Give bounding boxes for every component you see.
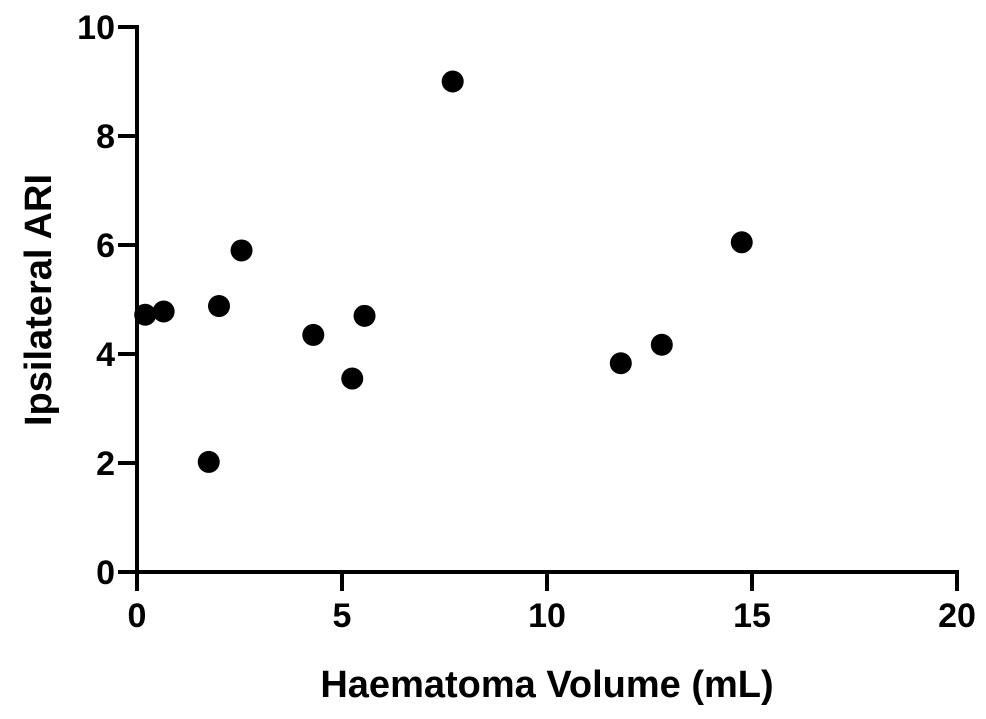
data-point xyxy=(341,367,364,390)
y-tick-label: 2 xyxy=(96,445,115,483)
data-point xyxy=(650,333,673,356)
y-tick-label: 4 xyxy=(96,336,115,374)
axes: 0 5 10 15 20 0 2 4 6 8 10 xyxy=(77,9,976,635)
data-point xyxy=(230,239,253,262)
x-tick-label: 10 xyxy=(528,597,566,635)
data-point xyxy=(730,231,753,254)
x-axis-title: Haematoma Volume (mL) xyxy=(320,664,773,706)
x-tick-label: 5 xyxy=(333,597,352,635)
x-tick-label: 15 xyxy=(733,597,771,635)
data-point xyxy=(441,70,464,93)
y-axis-title: Ipsilateral ARI xyxy=(18,174,60,426)
data-points xyxy=(134,70,753,473)
data-point xyxy=(353,304,376,327)
data-point xyxy=(302,323,325,346)
data-point xyxy=(197,450,220,473)
y-tick-label: 10 xyxy=(77,9,115,47)
y-tick-label: 0 xyxy=(96,554,115,592)
y-tick-label: 8 xyxy=(96,118,115,156)
x-tick-label: 20 xyxy=(938,597,976,635)
y-tick-label: 6 xyxy=(96,227,115,265)
x-tick-label: 0 xyxy=(128,597,147,635)
data-point xyxy=(134,303,157,326)
data-point xyxy=(152,300,175,323)
data-point xyxy=(609,352,632,375)
data-point xyxy=(208,295,230,318)
